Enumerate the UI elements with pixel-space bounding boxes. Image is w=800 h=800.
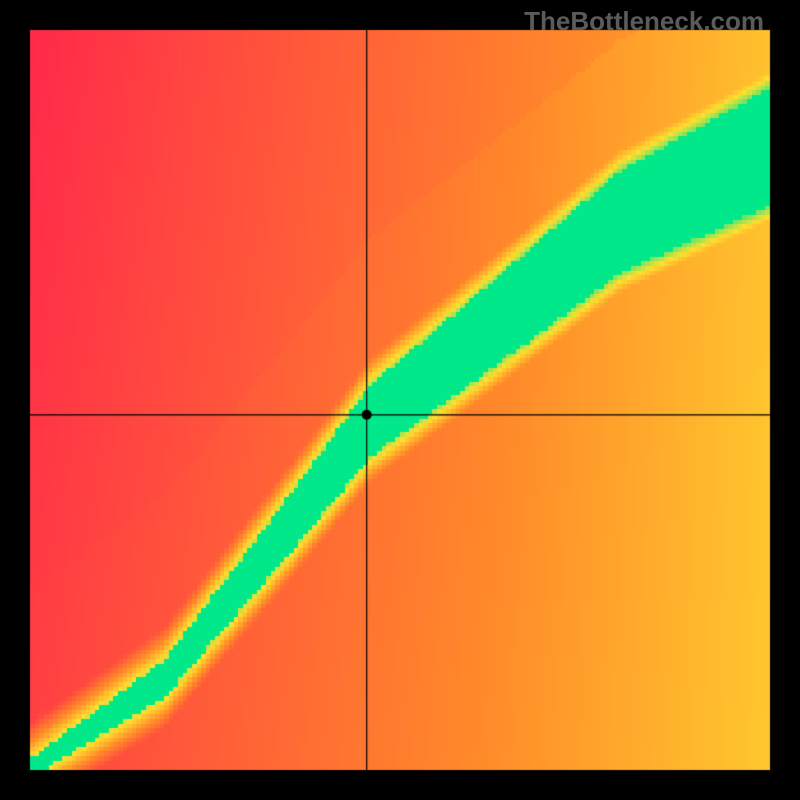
watermark-text: TheBottleneck.com — [524, 6, 764, 37]
bottleneck-heatmap — [0, 0, 800, 800]
chart-container: TheBottleneck.com — [0, 0, 800, 800]
